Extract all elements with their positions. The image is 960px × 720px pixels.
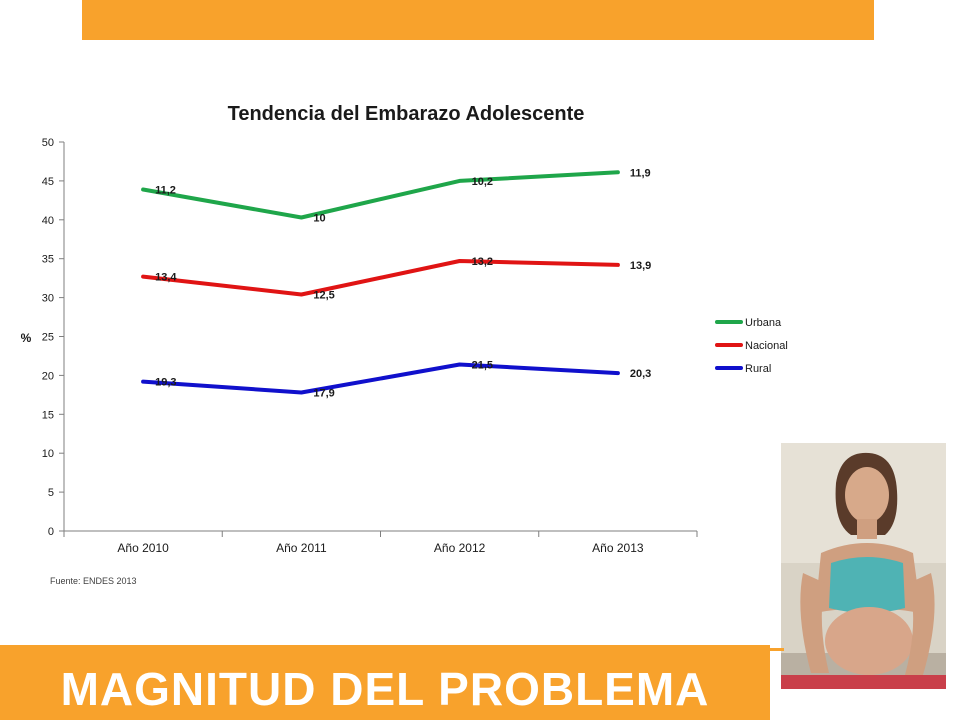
y-tick-label: 0	[48, 526, 54, 538]
y-tick-label: 50	[42, 137, 54, 149]
y-axis-label: %	[21, 331, 32, 345]
top-accent-bar	[82, 0, 874, 40]
data-label: 19,3	[155, 377, 176, 389]
source-note: Fuente: ENDES 2013	[50, 576, 137, 586]
legend-label: Nacional	[745, 340, 788, 352]
y-tick-label: 15	[42, 409, 54, 421]
data-label: 13,2	[472, 256, 493, 268]
legend-label: Urbana	[745, 317, 782, 329]
line-chart: Tendencia del Embarazo Adolescente % 0 5 1…	[21, 103, 788, 586]
title-banner: MAGNITUD DEL PROBLEMA	[0, 645, 770, 720]
pregnant-teen-photo	[781, 443, 946, 689]
data-label: 10,2	[472, 176, 493, 188]
series-line-nacional	[141, 259, 620, 297]
data-label: 21,5	[472, 360, 493, 372]
data-label: 20,3	[630, 368, 651, 380]
data-label: 11,9	[630, 167, 651, 179]
y-tick-label: 30	[42, 293, 54, 305]
x-tick-label: Año 2010	[117, 541, 169, 555]
x-tick-label: Año 2011	[276, 541, 327, 555]
y-tick-label: 40	[42, 215, 54, 227]
series-line-urbana	[141, 170, 620, 220]
x-tick-label: Año 2012	[434, 541, 486, 555]
y-tick-label: 25	[42, 332, 54, 344]
data-label: 11,2	[155, 184, 176, 196]
accent-divider	[770, 648, 784, 651]
y-tick-label: 10	[42, 448, 54, 460]
series-line-rural	[141, 362, 620, 395]
y-tick-label: 45	[42, 176, 54, 188]
x-tick-label: Año 2013	[592, 541, 644, 555]
data-label: 10	[313, 212, 325, 224]
data-label: 13,9	[630, 260, 651, 272]
y-tick-label: 35	[42, 254, 54, 266]
data-label: 13,4	[155, 272, 177, 284]
y-tick-label: 5	[48, 487, 54, 499]
chart-title: Tendencia del Embarazo Adolescente	[228, 103, 585, 125]
data-label: 12,5	[313, 289, 334, 301]
data-label: 17,9	[313, 388, 334, 400]
y-tick-label: 20	[42, 370, 54, 382]
legend-label: Rural	[745, 363, 771, 375]
banner-title: MAGNITUD DEL PROBLEMA	[60, 662, 710, 715]
